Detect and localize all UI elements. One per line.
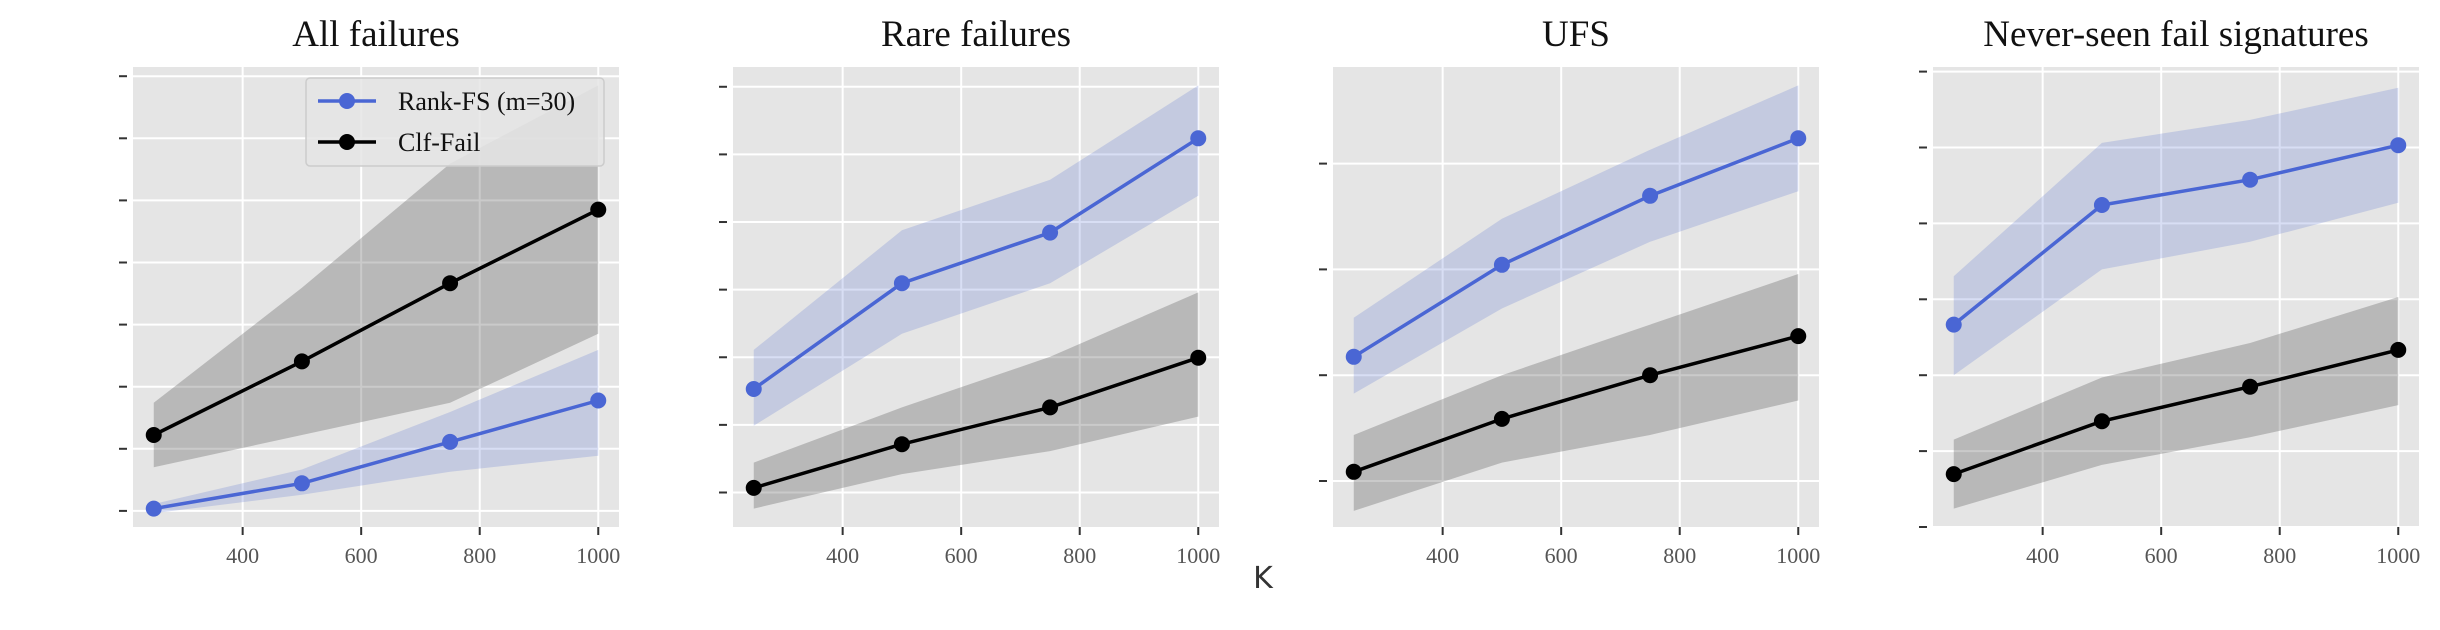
x-tick-label: 400: [826, 543, 859, 568]
x-tick-label: 600: [345, 543, 378, 568]
data-point-clf-fail: [145, 427, 162, 443]
series-line-clf-fail: [753, 356, 1199, 490]
x-tick-label: 400: [2026, 543, 2059, 568]
data-point-clf-fail: [1190, 349, 1207, 366]
x-tick-label: 800: [2263, 543, 2296, 568]
x-tick-label: 800: [1663, 543, 1696, 568]
series-line-clf-fail: [152, 208, 600, 437]
data-point-rank-fs: [1493, 256, 1510, 273]
x-tick-label: 1000: [2376, 543, 2420, 568]
panel-title: UFS: [1542, 14, 1610, 55]
data-point-clf-fail: [1945, 466, 1962, 483]
confidence-band-rank-fs: [1953, 87, 2399, 376]
legend-marker: [339, 134, 355, 150]
x-tick-label: 400: [1426, 543, 1459, 568]
panel-title: Rare failures: [881, 14, 1071, 55]
data-point-clf-fail: [1042, 399, 1059, 416]
data-point-rank-fs: [2390, 137, 2407, 154]
data-point-rank-fs: [1190, 130, 1207, 147]
data-point-rank-fs: [293, 475, 310, 492]
data-point-clf-fail: [2390, 341, 2407, 358]
confidence-band-clf-fail: [153, 85, 599, 468]
chart-panel-2: 400 600 800 1000 Rare failures: [719, 14, 1220, 568]
legend-marker: [339, 93, 355, 109]
series-line-rank-fs: [1352, 136, 1799, 359]
confidence-band-rank-fs: [1353, 85, 1799, 394]
data-point-rank-fs: [1345, 348, 1362, 365]
data-point-clf-fail: [1642, 367, 1659, 384]
data-point-clf-fail: [2242, 378, 2259, 395]
data-point-clf-fail: [745, 479, 762, 496]
x-tick-label: 400: [226, 543, 259, 568]
legend-label: Clf-Fail: [398, 128, 480, 157]
data-point-rank-fs: [590, 392, 607, 409]
data-point-clf-fail: [893, 436, 910, 453]
series-line-rank-fs: [752, 136, 1200, 391]
chart-panel-4: 400 600 800 1000 Never-seen fail signatures: [1919, 14, 2420, 568]
x-tick-label: 1000: [576, 543, 620, 568]
data-point-clf-fail: [590, 201, 607, 218]
legend-label: Rank-FS (m=30): [398, 87, 575, 116]
x-tick-label: 600: [1545, 543, 1578, 568]
x-tick-label: 1000: [1776, 543, 1820, 568]
data-point-clf-fail: [2093, 413, 2110, 430]
legend-box: [305, 77, 605, 167]
legend: Rank-FS (m=30) Clf-Fail: [305, 77, 605, 167]
series-line-rank-fs: [153, 398, 599, 511]
data-point-rank-fs: [1642, 187, 1659, 204]
data-point-clf-fail: [1345, 463, 1362, 480]
data-point-clf-fail: [1493, 410, 1510, 427]
data-point-rank-fs: [1945, 316, 1962, 333]
x-tick-label: 1000: [1176, 543, 1220, 568]
data-point-rank-fs: [1790, 130, 1807, 147]
data-point-rank-fs: [2242, 171, 2259, 188]
data-point-rank-fs: [1042, 224, 1059, 241]
data-point-rank-fs: [145, 500, 162, 517]
x-tick-label: 600: [2145, 543, 2178, 568]
confidence-band-rank-fs: [753, 85, 1199, 426]
x-tick-label: 800: [463, 543, 496, 568]
series-line-clf-fail: [1353, 334, 1799, 474]
plot-area: [733, 67, 1219, 527]
data-point-rank-fs: [2093, 197, 2110, 213]
data-point-rank-fs: [745, 381, 762, 397]
data-point-rank-fs: [893, 275, 910, 292]
chart-panel-3: 400 600 800 1000 UFS: [1319, 14, 1820, 568]
x-tick-label: 600: [945, 543, 978, 568]
figure-xlabel: K: [1253, 561, 1274, 596]
confidence-band-rank-fs: [153, 349, 599, 514]
panel-title: Never-seen fail signatures: [1983, 14, 2369, 55]
data-point-rank-fs: [442, 433, 459, 450]
data-point-clf-fail: [442, 275, 459, 292]
x-tick-label: 800: [1063, 543, 1096, 568]
data-point-clf-fail: [293, 353, 310, 370]
series-line-clf-fail: [1953, 348, 2399, 476]
data-point-clf-fail: [1790, 328, 1807, 345]
chart-panel-1: 400 600 800 1000 All failures Rank-FS (m=30) C…: [119, 14, 620, 568]
panel-title: All failures: [292, 14, 459, 55]
confidence-band-clf-fail: [1353, 274, 1799, 511]
chart-panels: 400 600 800 1000 All failures Rank-FS (m=30) C…: [119, 14, 2420, 568]
series-line-rank-fs: [1952, 143, 2399, 326]
